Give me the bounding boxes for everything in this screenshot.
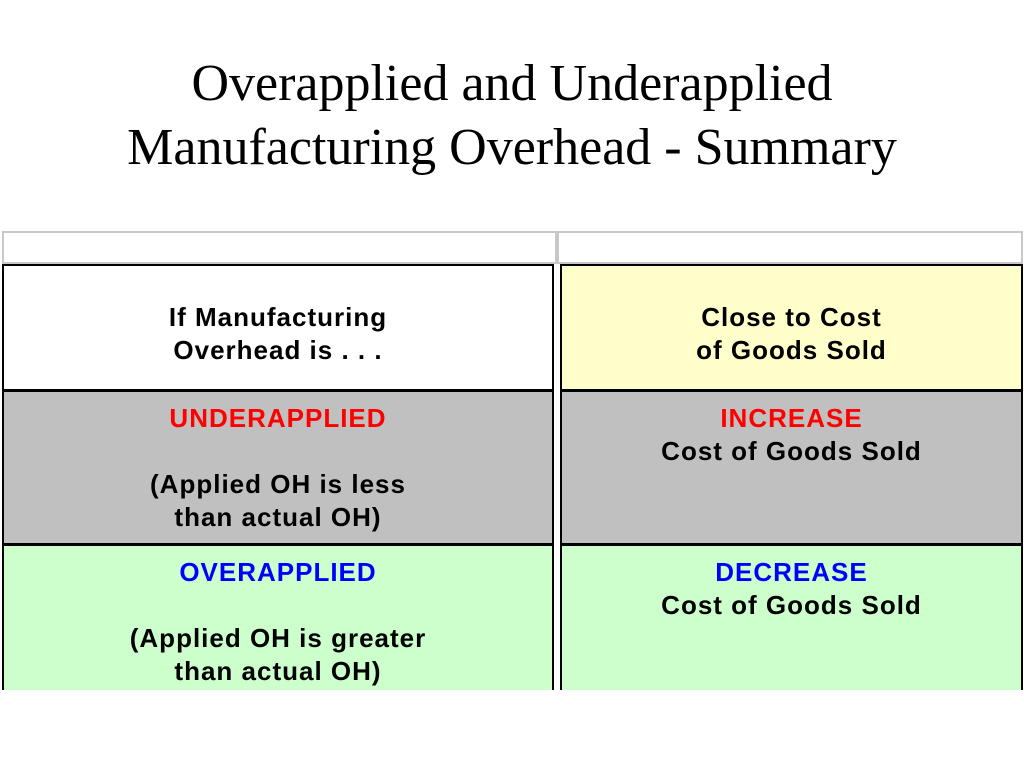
- header-condition-line-2: Overhead is . . .: [173, 334, 383, 365]
- overapplied-explain-line-1: (Applied OH is greater: [129, 623, 427, 653]
- row-underapplied-condition: UNDERAPPLIED (Applied OH is less than ac…: [2, 390, 554, 545]
- header-cell-action: Close to Cost of Goods Sold: [560, 264, 1023, 391]
- slide-title: Overapplied and Underapplied Manufacturi…: [0, 52, 1024, 180]
- header-condition-line-1: If Manufacturing: [168, 301, 388, 332]
- row-overapplied-condition: OVERAPPLIED (Applied OH is greater than …: [2, 544, 554, 690]
- slide-title-line-2: Manufacturing Overhead - Summary: [127, 119, 897, 176]
- status-underapplied: UNDERAPPLIED: [169, 403, 387, 433]
- slide-title-line-1: Overapplied and Underapplied: [191, 55, 833, 112]
- overapplied-target: Cost of Goods Sold: [661, 590, 922, 620]
- overapplied-explain-line-2: than actual OH): [174, 656, 382, 686]
- action-decrease: DECREASE: [715, 557, 868, 587]
- header-action-line-1: Close to Cost: [701, 301, 882, 332]
- action-increase: INCREASE: [720, 403, 863, 433]
- row-overapplied-action: DECREASE Cost of Goods Sold: [560, 544, 1023, 690]
- status-overapplied: OVERAPPLIED: [179, 557, 377, 587]
- row-underapplied-action: INCREASE Cost of Goods Sold: [560, 390, 1023, 545]
- underapplied-explain-line-1: (Applied OH is less: [150, 469, 406, 499]
- table-top-strip-left: [2, 231, 557, 264]
- table-top-strip-right: [557, 231, 1023, 264]
- underapplied-target: Cost of Goods Sold: [661, 436, 922, 466]
- underapplied-explain-line-2: than actual OH): [174, 502, 382, 532]
- header-action-line-2: of Goods Sold: [696, 334, 887, 365]
- header-cell-condition: If Manufacturing Overhead is . . .: [2, 264, 554, 391]
